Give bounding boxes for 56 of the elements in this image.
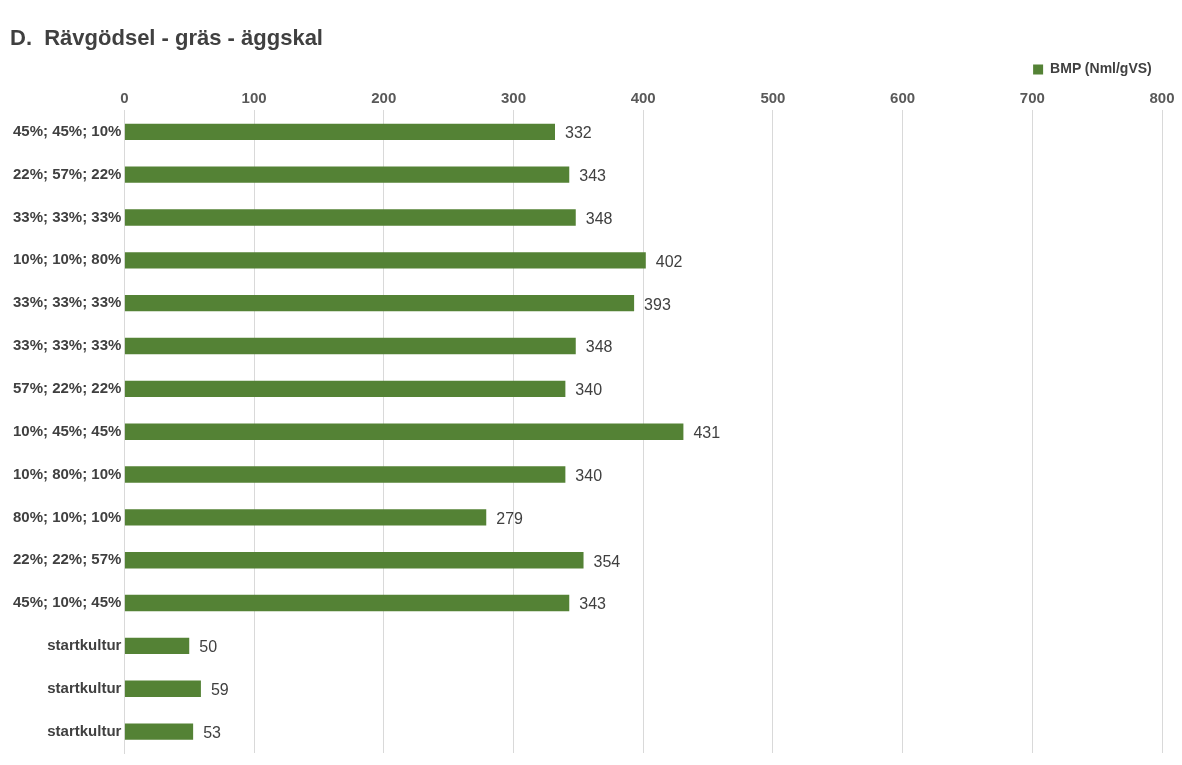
bar [124,337,576,355]
y-tick-label: 22%; 57%; 22% [12,164,122,182]
bar [124,209,576,226]
x-tick-label: 500 [760,88,786,106]
data-label: 348 [585,209,613,227]
bar [124,123,555,141]
y-tick-label: 45%; 45%; 10% [12,121,122,139]
data-label: 348 [585,338,613,356]
x-tick-label: 400 [630,88,656,106]
x-tick-label: 700 [1019,88,1045,106]
y-tick-label: 80%; 10%; 10% [12,507,122,525]
data-label: 343 [579,595,607,613]
x-tick-label: 300 [500,88,527,106]
bar [124,637,190,655]
data-label: 53 [203,723,222,741]
data-label: 332 [565,124,592,142]
y-tick-label: 33%; 33%; 33% [12,207,122,225]
x-tick-label: 100 [241,88,267,106]
bar [124,294,635,312]
data-label: 402 [655,252,683,270]
bar [124,166,570,183]
y-tick-label: 22%; 22%; 57% [12,550,122,568]
bar [124,380,566,398]
x-tick-label: 200 [371,88,397,106]
bar [124,509,487,526]
y-tick-label: 33%; 33%; 33% [12,293,122,311]
bar [124,594,570,612]
x-tick-label: 0 [120,88,129,106]
data-label: 393 [644,295,671,313]
y-tick-label: 10%; 10%; 80% [12,250,122,268]
data-label: 340 [575,466,603,484]
bar [124,252,646,269]
data-label: 279 [496,509,524,527]
y-tick-label: 45%; 10%; 45% [12,593,122,611]
y-tick-label: 10%; 45%; 45% [12,421,122,439]
bar [124,466,566,483]
bar [124,552,584,569]
x-tick-label: 800 [1149,88,1175,106]
bar [124,723,194,740]
y-tick-label: startkultur [47,721,122,739]
bar [124,680,201,697]
data-label: 343 [579,167,607,185]
data-label: 59 [210,681,229,699]
bar [124,423,684,440]
data-label: 50 [199,638,218,656]
y-tick-label: 33%; 33%; 33% [12,336,122,354]
y-tick-label: 57%; 22%; 22% [12,379,122,396]
x-tick-label: 600 [890,88,916,106]
chart-title: D. Rävgödsel - gräs - äggskal [10,25,323,51]
y-tick-label: 10%; 80%; 10% [12,464,122,482]
y-tick-label: startkultur [47,678,122,696]
y-tick-label: startkultur [47,636,122,654]
data-label: 340 [575,381,603,399]
data-label: 431 [693,424,721,442]
legend-label: BMP (Nml/gVS) [1050,60,1152,77]
data-label: 354 [593,552,621,570]
